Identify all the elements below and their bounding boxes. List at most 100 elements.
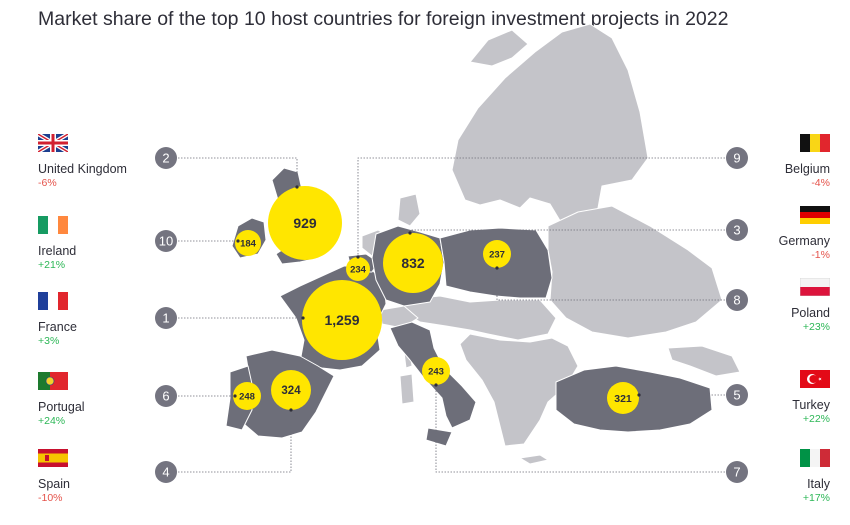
rank-number-italy: 7 (733, 465, 740, 480)
leader-line-uk (178, 157, 298, 187)
bubble-france: 1,259 (302, 280, 382, 360)
change-percent: +22% (802, 413, 830, 425)
bubble-ireland: 184 (235, 230, 261, 256)
country-label-germany: Germany -1% (779, 234, 830, 262)
change-percent: +24% (38, 415, 66, 427)
scandinavia-shape (451, 23, 649, 226)
change-percent: +17% (802, 492, 830, 504)
rank-number-spain: 4 (162, 465, 169, 480)
anchor-dot-belgium (356, 255, 360, 259)
bubble-uk: 929 (268, 186, 342, 260)
bubble-value-poland: 237 (489, 249, 505, 260)
bubble-italy: 243 (422, 357, 450, 385)
country-name: Belgium (784, 162, 830, 176)
leader-line-poland (496, 268, 725, 301)
anchor-dot-germany (408, 231, 412, 235)
country-name: Germany (778, 234, 830, 248)
rank-badge-ireland: 10 (155, 230, 177, 252)
leader-line-belgium (357, 157, 725, 257)
country-name: Italy (807, 477, 830, 491)
anchor-dot-france (301, 316, 305, 320)
anchor-dot-poland (495, 266, 499, 270)
bubble-value-turkey: 321 (614, 393, 632, 405)
bubble-turkey: 321 (607, 382, 639, 414)
central-europe-shape (399, 295, 557, 341)
anchor-dot-spain (289, 408, 293, 412)
anchor-dot-turkey (637, 393, 641, 397)
country-name: Poland (791, 306, 830, 320)
rank-badge-uk: 2 (155, 147, 177, 169)
bubble-poland: 237 (483, 240, 511, 268)
spain-flag-icon (38, 449, 68, 467)
change-percent: -6% (38, 177, 57, 189)
france-flag-icon (38, 292, 68, 310)
country-name: Spain (38, 477, 70, 491)
bubble-portugal: 248 (233, 382, 261, 410)
rank-number-portugal: 6 (162, 389, 169, 404)
leader-line-italy (435, 385, 725, 473)
country-label-italy: Italy +17% (803, 477, 830, 505)
leader-line-germany (409, 229, 725, 233)
rank-badge-portugal: 6 (155, 385, 177, 407)
country-label-belgium: Belgium -4% (785, 162, 830, 190)
country-label-poland: Poland +23% (791, 306, 830, 334)
eastern-europe-shape (547, 205, 723, 339)
denmark-shape (397, 193, 421, 227)
chart-title: Market share of the top 10 host countrie… (38, 8, 729, 30)
rank-number-belgium: 9 (733, 151, 740, 166)
project-bubbles: 929 184 1,259 248 324 234 832 237 321 243 (233, 185, 641, 414)
country-name: France (38, 320, 77, 334)
non-top10-countries (361, 23, 741, 465)
country-name: United Kingdom (38, 162, 127, 176)
balkans-shape (459, 333, 579, 447)
portugal-flag-icon (38, 372, 68, 390)
change-percent: -1% (811, 249, 830, 261)
caucasus-shape (667, 345, 741, 377)
country-label-france: France +3% (38, 320, 77, 348)
country-label-turkey: Turkey +22% (792, 398, 830, 426)
country-name: Turkey (792, 398, 830, 412)
change-percent: -4% (811, 177, 830, 189)
bubble-value-belgium: 234 (350, 264, 367, 275)
bubble-spain: 324 (271, 370, 311, 410)
rank-badge-turkey: 5 (726, 384, 748, 406)
rank-number-turkey: 5 (733, 388, 740, 403)
anchor-dot-italy (434, 383, 438, 387)
change-percent: -10% (38, 492, 63, 504)
belgium-flag-icon (800, 134, 830, 152)
rank-badge-spain: 4 (155, 461, 177, 483)
bubble-value-spain: 324 (281, 385, 301, 397)
rank-badge-italy: 7 (726, 461, 748, 483)
bubble-value-italy: 243 (428, 366, 444, 377)
rank-number-germany: 3 (733, 223, 740, 238)
country-label-portugal: Portugal +24% (38, 400, 85, 428)
crete-shape (519, 454, 549, 465)
change-percent: +3% (38, 335, 60, 347)
ireland-flag-icon (38, 216, 68, 234)
anchor-dot-ireland (236, 239, 240, 243)
bubble-germany: 832 (383, 233, 443, 293)
leader-line-spain (178, 410, 292, 473)
rank-number-uk: 2 (162, 151, 169, 166)
bubble-value-portugal: 248 (239, 391, 255, 402)
rank-number-france: 1 (162, 311, 169, 326)
country-name: Portugal (38, 400, 85, 414)
rank-number-ireland: 10 (159, 234, 173, 249)
poland-flag-icon (800, 278, 830, 296)
rank-number-poland: 8 (733, 293, 740, 308)
anchor-dot-uk (295, 185, 299, 189)
turkey-flag-icon (800, 370, 830, 388)
bubble-value-uk: 929 (293, 215, 317, 231)
sardinia-shape (399, 373, 415, 405)
bubble-belgium: 234 (346, 257, 370, 281)
sicily-shape (425, 427, 453, 447)
rank-badge-germany: 3 (726, 219, 748, 241)
rank-badge-france: 1 (155, 307, 177, 329)
germany-flag-icon (800, 206, 830, 224)
bubble-value-ireland: 184 (240, 238, 257, 249)
bubble-value-germany: 832 (401, 255, 425, 271)
uk-flag-icon (38, 134, 68, 152)
anchor-dot-portugal (233, 394, 237, 398)
nordic-north-shape (469, 29, 529, 67)
